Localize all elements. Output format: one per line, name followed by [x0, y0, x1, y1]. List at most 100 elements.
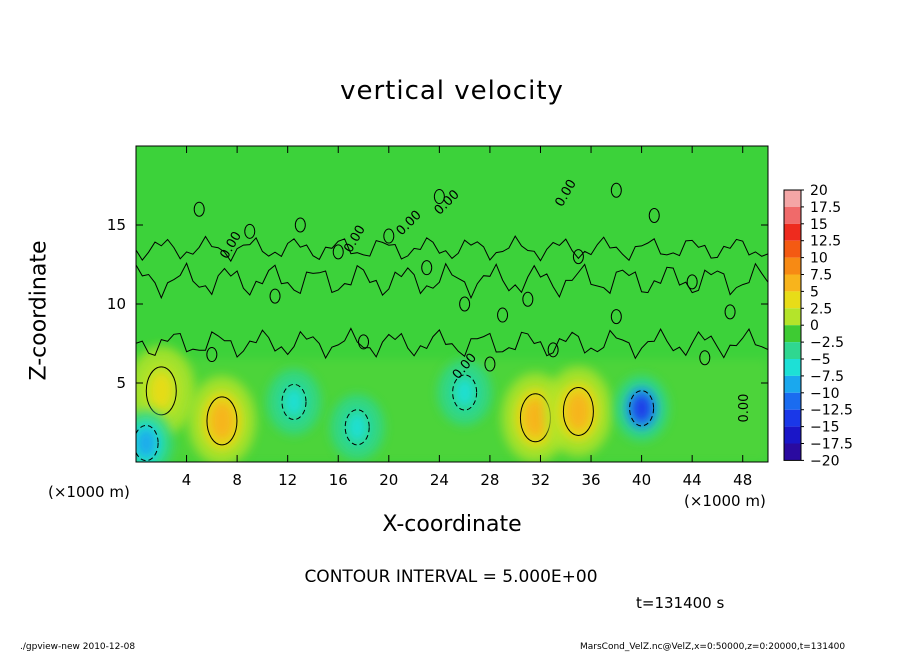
contour-line	[699, 350, 711, 366]
contour-line	[136, 235, 768, 263]
y-tick-label: 10	[107, 295, 126, 313]
colorbar-swatch	[784, 223, 801, 241]
colorbar-label: 17.5	[810, 200, 841, 216]
contour-line	[269, 288, 281, 304]
contour-line	[629, 390, 655, 427]
colorbar-label: −10	[810, 386, 840, 402]
feature-core	[632, 393, 652, 423]
colorbar-label: 15	[810, 217, 828, 233]
x-tick-label: 36	[581, 471, 600, 489]
x-unit-label-left: (×1000 m)	[48, 483, 130, 501]
y-tick-label: 15	[107, 216, 126, 234]
contour-line	[497, 307, 509, 323]
contour-line	[206, 347, 218, 363]
contour-line	[452, 374, 478, 411]
field-layer: 0.00 0.00 0.000.00 0.000.000.00	[136, 146, 768, 462]
contour-line	[383, 228, 395, 244]
colorbar-swatch	[784, 257, 801, 275]
contour-line	[136, 327, 768, 360]
colorbar-swatch	[784, 409, 801, 427]
contour-value-label: 0.00	[737, 394, 752, 423]
contour-line	[358, 334, 370, 350]
colorbar-label: 20	[810, 183, 828, 199]
colorbar-swatch	[784, 325, 801, 343]
x-tick-label: 48	[733, 471, 752, 489]
colorbar-label: −2.5	[810, 335, 844, 351]
colorbar-swatch	[784, 426, 801, 444]
colorbar-swatch	[784, 291, 801, 309]
contour-line	[686, 274, 698, 290]
contour-line	[459, 296, 471, 312]
feature-core	[455, 378, 475, 407]
contour-line	[522, 291, 534, 307]
x-tick-label: 44	[683, 471, 702, 489]
x-tick-label: 20	[379, 471, 398, 489]
colorbar-swatch	[784, 274, 801, 292]
contour-line	[610, 182, 622, 198]
contour-line	[724, 304, 736, 320]
y-tick-label: 5	[116, 374, 126, 392]
x-axis-label: X-coordinate	[382, 512, 522, 537]
colorbar-swatch	[784, 206, 801, 224]
chart-title: vertical velocity	[340, 76, 564, 106]
feature-core	[566, 391, 591, 431]
colorbar-label: −17.5	[810, 437, 853, 453]
contour-line	[572, 249, 584, 265]
colorbar-label: 12.5	[810, 234, 841, 250]
footer-file-info: MarsCond_VelZ.nc@VelZ,x=0:50000,z=0:2000…	[580, 642, 846, 652]
colorbar-label: −12.5	[810, 403, 853, 419]
colorbar-label: 10	[810, 251, 828, 267]
colorbar-swatch	[784, 375, 801, 393]
contour-line	[294, 217, 306, 233]
contour-line	[206, 396, 238, 446]
contour-interval-label: CONTOUR INTERVAL = 5.000E+00	[304, 567, 598, 587]
colorbar-swatch	[784, 392, 801, 410]
feature-core	[347, 412, 367, 442]
colorbar-label: 2.5	[810, 301, 832, 317]
colorbar-label: −7.5	[810, 369, 844, 385]
feature-core	[136, 428, 156, 458]
contour-line	[433, 189, 445, 205]
colorbar-swatch	[784, 443, 801, 461]
contour-line	[610, 309, 622, 325]
time-label: t=131400 s	[636, 594, 725, 612]
contour-line	[136, 424, 159, 462]
x-tick-label: 12	[278, 471, 297, 489]
contour-line	[332, 244, 344, 260]
x-tick-label: 24	[430, 471, 449, 489]
colorbar-label: −5	[810, 352, 831, 368]
colorbar-label: 0	[810, 318, 819, 334]
contour-line	[484, 356, 496, 372]
colorbar-label: 7.5	[810, 268, 832, 284]
x-tick-label: 16	[329, 471, 348, 489]
colorbar-label: −20	[810, 453, 840, 469]
feature-core	[284, 387, 304, 417]
feature-core	[523, 398, 548, 438]
x-unit-label-right: (×1000 m)	[684, 492, 766, 510]
contour-line	[281, 383, 307, 421]
footer-program-info: ./gpview-new 2010-12-08	[20, 642, 136, 652]
contour-line	[547, 342, 559, 358]
x-tick-label: 8	[232, 471, 242, 489]
feature-core	[209, 401, 234, 441]
contour-line	[562, 386, 594, 436]
colorbar-swatch	[784, 342, 801, 359]
colorbar-swatch	[784, 308, 801, 326]
contour-line	[344, 409, 370, 446]
contour-line	[648, 208, 660, 224]
contour-line	[145, 366, 177, 416]
x-tick-label: 28	[480, 471, 499, 489]
contour-line	[244, 223, 256, 239]
contour-line	[421, 260, 433, 276]
colorbar-label: −15	[810, 420, 840, 436]
contour-line	[193, 201, 205, 217]
colorbar-swatch	[784, 359, 801, 376]
colorbar-swatch	[784, 240, 801, 258]
feature-core	[149, 371, 174, 411]
x-tick-label: 40	[632, 471, 651, 489]
x-tick-label: 4	[182, 471, 192, 489]
colorbar-swatch	[784, 190, 801, 207]
colorbar-label: 5	[810, 284, 819, 300]
contour-line	[136, 262, 768, 300]
